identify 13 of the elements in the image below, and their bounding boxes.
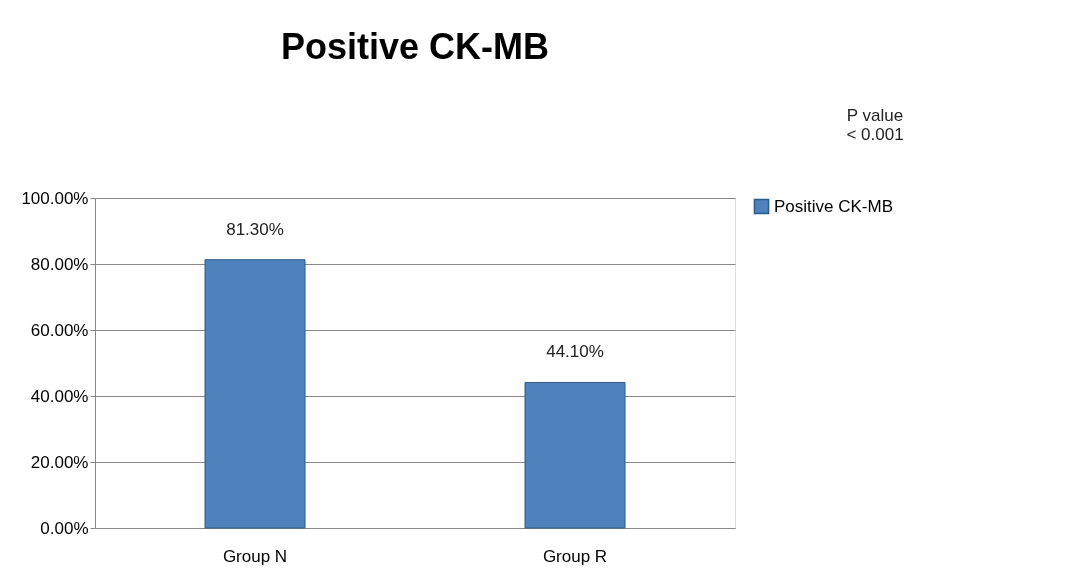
data-label: 81.30%: [226, 219, 284, 239]
x-tick-label: Group N: [222, 546, 288, 566]
y-tick-label: 0.00%: [40, 518, 89, 538]
text: P value < 0.001: [846, 106, 904, 144]
y-tick-label: 20.00%: [30, 452, 89, 472]
data-label: 44.10%: [546, 342, 604, 362]
legend-label: Positive CK-MB: [774, 196, 894, 216]
y-tick-label: 100.00%: [21, 188, 89, 208]
x-tick-label: Group R: [542, 546, 608, 566]
chart-title: Positive CK-MB: [280, 26, 550, 67]
y-tick-label: 40.00%: [30, 386, 89, 406]
y-tick-label: 60.00%: [30, 320, 89, 340]
y-tick-label: 80.00%: [30, 254, 89, 274]
